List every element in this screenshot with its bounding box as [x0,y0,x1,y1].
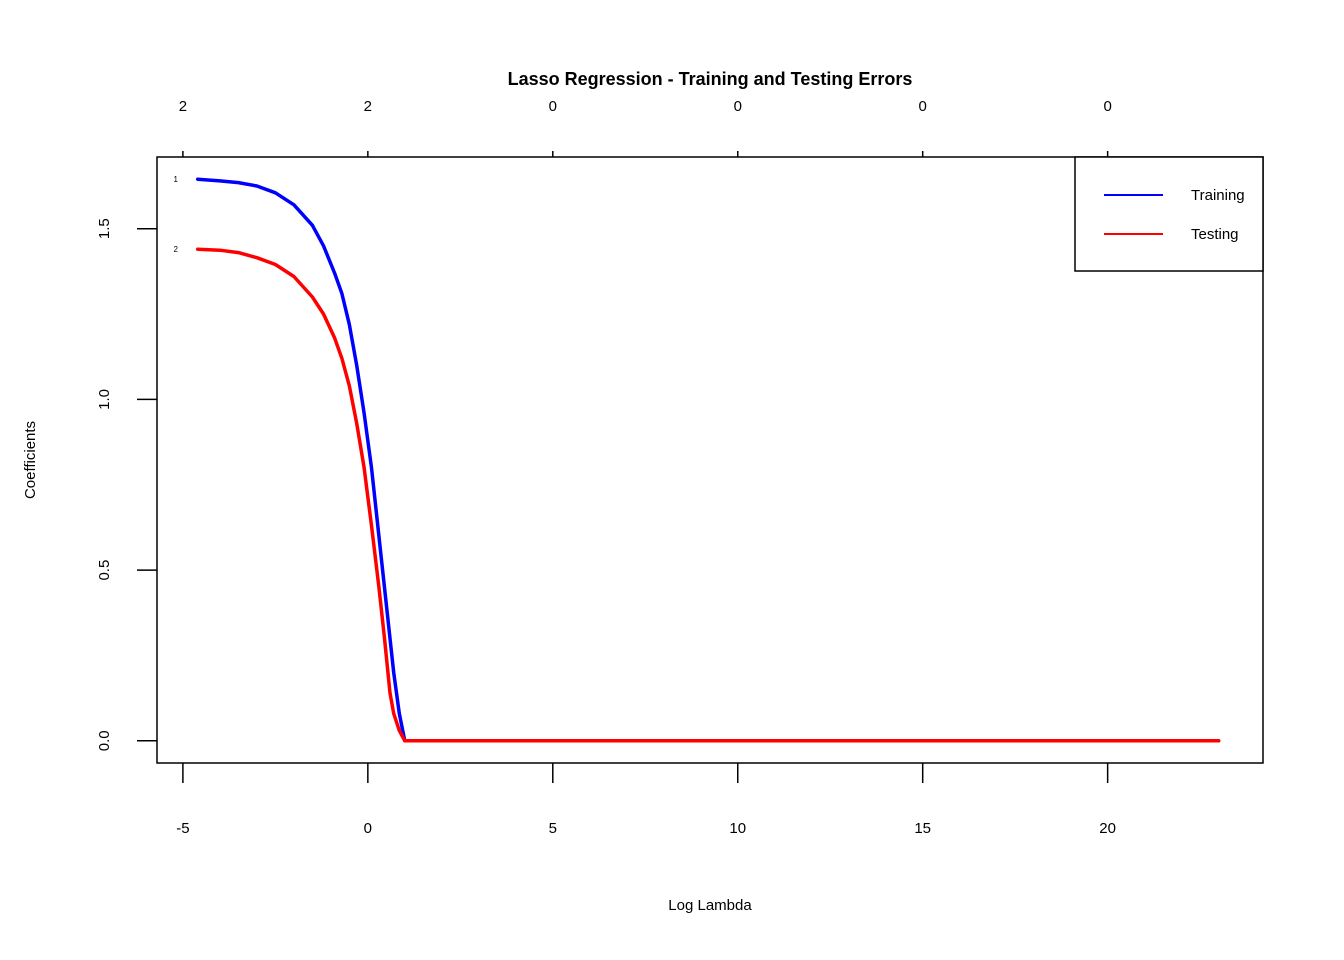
x-tick-label: 0 [364,820,372,837]
top-tick-label: 2 [364,98,372,115]
top-tick-label: 0 [1103,98,1111,115]
plot-layer: -5 0 5 10 15 202 2 0 0 0 00.00.51.01.512TrainingTe… [96,98,1264,837]
top-tick-label: 0 [919,98,927,115]
y-tick-label: 1.5 [96,218,113,239]
series-end-label: 1 [173,175,178,184]
x-axis-label: Log Lambda [668,897,752,914]
legend-box [1074,156,1264,272]
chart-title: Lasso Regression - Training and Testing … [508,69,913,89]
x-tick-label: 10 [729,820,746,837]
plot-frame [156,156,1264,764]
top-tick-label: 0 [549,98,557,115]
y-tick-label: 0.5 [96,560,113,581]
top-tick-label: 0 [734,98,742,115]
y-tick-label: 1.0 [96,389,113,410]
x-tick-label: 20 [1099,820,1116,837]
x-tick-label: 5 [549,820,557,837]
legend-label-testing: Testing [1191,226,1239,243]
x-tick-label: 15 [914,820,931,837]
series-line-training [195,177,1221,743]
y-tick-label: 0.0 [96,730,113,751]
top-tick-label: 2 [179,98,187,115]
x-tick-label: -5 [176,820,189,837]
legend-label-training: Training [1191,187,1245,204]
y-axis-label: Coefficients [22,421,39,499]
series-end-label: 2 [173,245,178,254]
series-line-testing [195,247,1221,743]
